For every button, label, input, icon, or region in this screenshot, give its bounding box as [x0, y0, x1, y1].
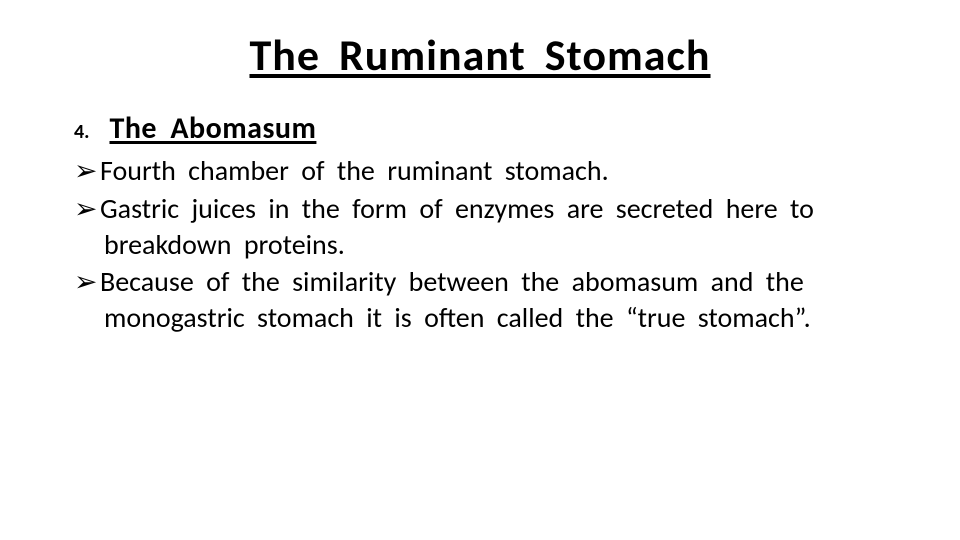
- list-item-text: Fourth chamber of the ruminant stomach.: [100, 153, 609, 188]
- slide-title: The Ruminant Stomach: [56, 28, 904, 82]
- bullet-marker-icon: ➢: [74, 191, 100, 227]
- bullet-list: ➢Fourth chamber of the ruminant stomach.…: [56, 153, 904, 336]
- slide: The Ruminant Stomach 4. The Abomasum ➢Fo…: [0, 0, 960, 540]
- list-item: ➢Fourth chamber of the ruminant stomach.: [74, 153, 904, 189]
- list-item-text: Gastric juices in the form of enzymes ar…: [100, 191, 814, 262]
- list-item-text: Because of the similarity between the ab…: [100, 264, 811, 335]
- list-item: ➢Gastric juices in the form of enzymes a…: [74, 191, 904, 263]
- bullet-marker-icon: ➢: [74, 264, 100, 300]
- list-item: ➢Because of the similarity between the a…: [74, 264, 904, 336]
- subheading-row: 4. The Abomasum: [56, 110, 904, 147]
- bullet-marker-icon: ➢: [74, 153, 100, 189]
- subheading-text: The Abomasum: [109, 110, 316, 147]
- subheading-number: 4.: [74, 120, 89, 144]
